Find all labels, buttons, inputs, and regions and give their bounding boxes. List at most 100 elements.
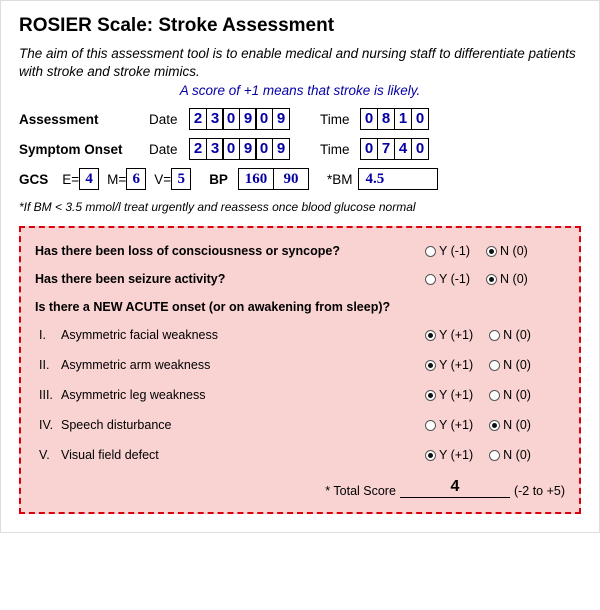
radio-y[interactable] [425,274,436,285]
option-y-label: Y (+1) [439,388,473,402]
vitals-row: GCS E= 4 M= 6 V= 5 BP 160 90 *BM 4.5 [19,168,581,190]
option-n-label: N (0) [503,328,531,342]
time-digit[interactable]: 0 [360,138,378,160]
date-digit[interactable]: 0 [222,108,240,130]
date-digit[interactable]: 2 [189,138,207,160]
symptom-list: I.Asymmetric facial weaknessY (+1)N (0)I… [35,328,565,462]
radio-y[interactable] [425,246,436,257]
radio-n[interactable] [489,330,500,341]
score-note: A score of +1 means that stroke is likel… [19,83,581,98]
symptom-row: II.Asymmetric arm weaknessY (+1)N (0) [35,358,565,372]
onset-date-input[interactable]: 2 3 0 9 0 9 [189,138,290,160]
bp-systolic[interactable]: 160 [238,168,274,190]
option-y-label: Y (+1) [439,328,473,342]
option-y-label: Y (+1) [439,448,473,462]
total-value: 4 [400,478,510,498]
option-y-label: Y (-1) [439,272,470,286]
gcs-m-input[interactable]: 6 [126,168,146,190]
page-title: ROSIER Scale: Stroke Assessment [19,15,581,37]
roman-numeral: III. [35,388,61,402]
time-digit[interactable]: 7 [377,138,395,160]
bm-note: *If BM < 3.5 mmol/l treat urgently and r… [19,200,581,214]
option-group: Y (+1) N (0) [425,418,565,432]
option-n-label: N (0) [500,272,528,286]
date-digit[interactable]: 0 [255,108,273,130]
onset-time-input[interactable]: 0 7 4 0 [360,138,429,160]
assessment-row: Assessment Date 2 3 0 9 0 9 Time 0 8 1 0 [19,108,581,130]
symptom-text: Asymmetric arm weakness [61,358,425,372]
total-range: (-2 to +5) [514,484,565,498]
question-row: Has there been loss of consciousness or … [35,244,565,258]
bp-diastolic[interactable]: 90 [273,168,309,190]
assessment-time-input[interactable]: 0 8 1 0 [360,108,429,130]
option-n-label: N (0) [500,244,528,258]
time-digit[interactable]: 0 [360,108,378,130]
option-n-label: N (0) [503,448,531,462]
symptom-text: Asymmetric leg weakness [61,388,425,402]
roman-numeral: I. [35,328,61,342]
radio-y[interactable] [425,360,436,371]
gcs-label: GCS [19,172,48,187]
symptom-row: III.Asymmetric leg weakness Y (+1) N (0) [35,388,565,402]
time-digit[interactable]: 1 [394,108,412,130]
roman-numeral: II. [35,358,61,372]
option-group: Y (+1) N (0) [425,328,565,342]
gcs-v-input[interactable]: 5 [171,168,191,190]
option-group: Y (+1) N (0) [425,448,565,462]
assessment-panel: Has there been loss of consciousness or … [19,226,581,514]
gcs-e-label: E= [62,172,79,187]
onset-date-label: Date [149,142,189,157]
time-digit[interactable]: 8 [377,108,395,130]
question-text: Has there been loss of consciousness or … [35,244,425,258]
date-digit[interactable]: 0 [255,138,273,160]
option-y-label: Y (+1) [439,418,473,432]
option-n-label: N (0) [503,388,531,402]
assessment-date-label: Date [149,112,189,127]
bp-input[interactable]: 160 90 [238,168,309,190]
gcs-e-input[interactable]: 4 [79,168,99,190]
radio-n[interactable] [486,246,497,257]
option-n-label: N (0) [503,418,531,432]
radio-n[interactable] [489,390,500,401]
onset-row: Symptom Onset Date 2 3 0 9 0 9 Time 0 7 … [19,138,581,160]
radio-n[interactable] [486,274,497,285]
total-row: * Total Score 4 (-2 to +5) [35,478,565,498]
date-digit[interactable]: 9 [272,108,290,130]
option-y-label: Y (-1) [439,244,470,258]
time-digit[interactable]: 0 [411,138,429,160]
gcs-v-label: V= [154,172,171,187]
assessment-date-input[interactable]: 2 3 0 9 0 9 [189,108,290,130]
roman-numeral: IV. [35,418,61,432]
symptom-row: I.Asymmetric facial weakness Y (+1) N (0) [35,328,565,342]
date-digit[interactable]: 2 [189,108,207,130]
radio-n[interactable] [489,450,500,461]
option-n-label: N (0) [503,358,531,372]
roman-numeral: V. [35,448,61,462]
radio-y[interactable] [425,330,436,341]
time-digit[interactable]: 0 [411,108,429,130]
question-row: Has there been seizure activity? Y (-1) … [35,272,565,286]
symptom-text: Asymmetric facial weakness [61,328,425,342]
date-digit[interactable]: 0 [222,138,240,160]
symptom-row: IV.Speech disturbance Y (+1) N (0) [35,418,565,432]
option-group: Y (+1)N (0) [425,358,565,372]
radio-y[interactable] [425,390,436,401]
sub-header: Is there a NEW ACUTE onset (or on awaken… [35,300,565,314]
option-group: Y (-1) N (0) [425,272,565,286]
radio-n[interactable] [489,420,500,431]
description: The aim of this assessment tool is to en… [19,45,581,81]
radio-y[interactable] [425,450,436,461]
rosier-form: ROSIER Scale: Stroke Assessment The aim … [0,0,600,533]
bm-input[interactable]: 4.5 [358,168,438,190]
symptom-text: Visual field defect [61,448,425,462]
question-text: Has there been seizure activity? [35,272,425,286]
radio-y[interactable] [425,420,436,431]
symptom-text: Speech disturbance [61,418,425,432]
bm-label: *BM [327,172,353,187]
date-digit[interactable]: 9 [272,138,290,160]
onset-time-label: Time [320,142,360,157]
total-label: * Total Score [325,484,396,498]
time-digit[interactable]: 4 [394,138,412,160]
radio-n[interactable] [489,360,500,371]
option-group: Y (-1) N (0) [425,244,565,258]
